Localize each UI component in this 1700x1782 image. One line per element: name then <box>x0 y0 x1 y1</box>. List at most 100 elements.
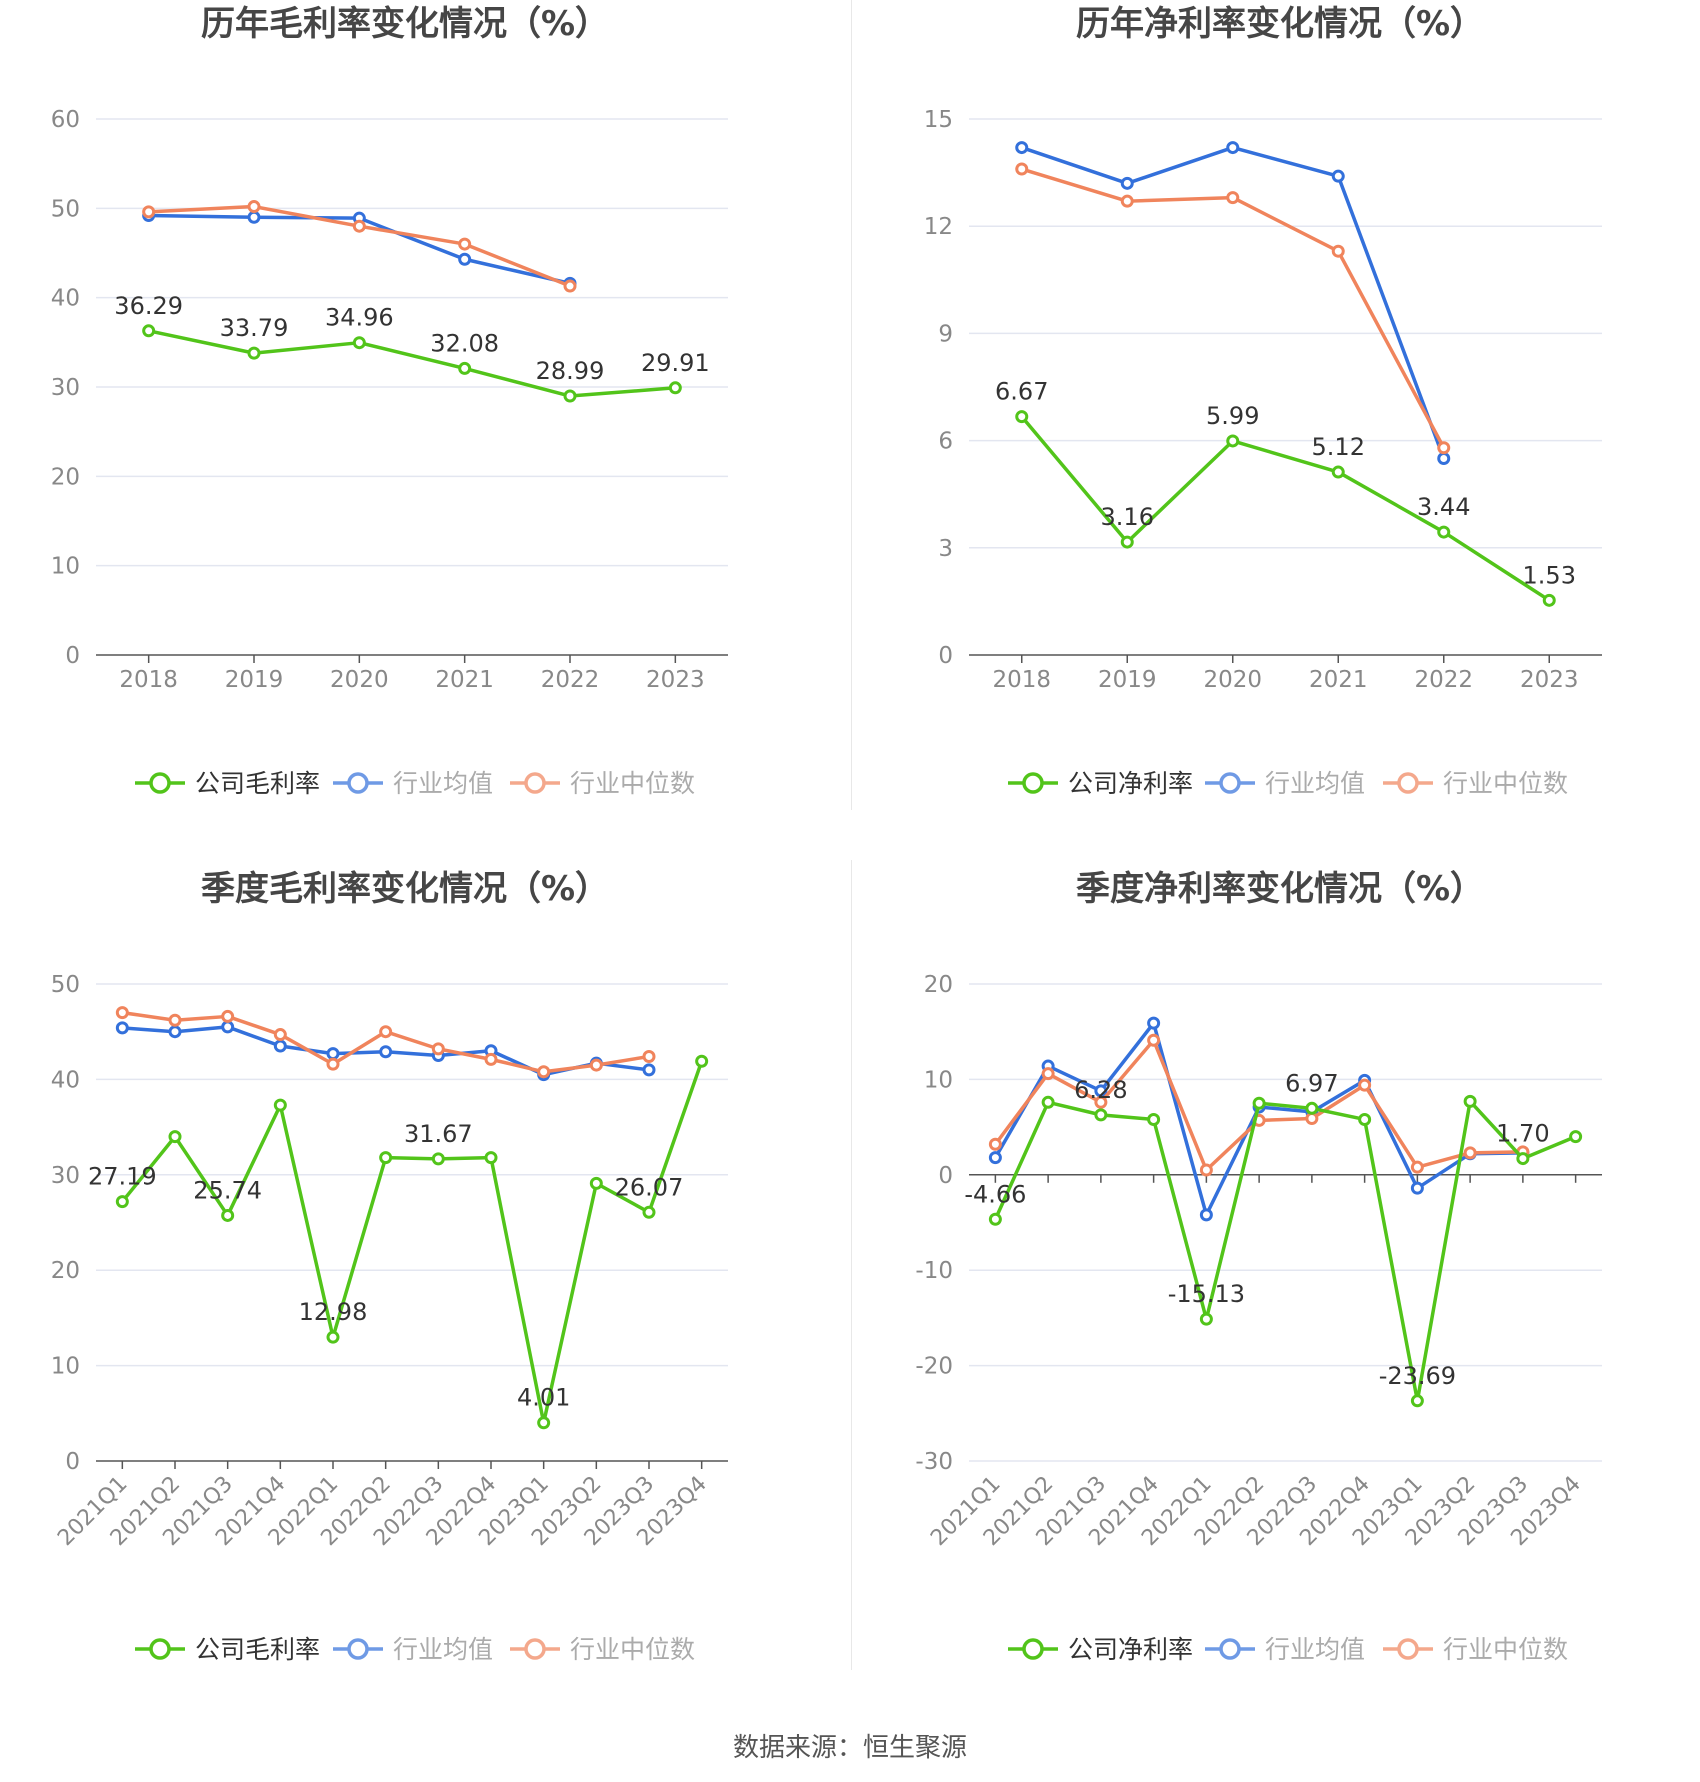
data-point-avg[interactable] <box>1147 1016 1161 1030</box>
data-point-company[interactable] <box>484 1151 498 1165</box>
data-point-company[interactable] <box>537 1416 551 1430</box>
data-point-avg[interactable] <box>1226 141 1240 155</box>
data-point-avg[interactable] <box>247 210 261 224</box>
legend-item-company[interactable]: 公司毛利率 <box>135 769 320 798</box>
data-point-median[interactable] <box>1358 1078 1372 1092</box>
data-point-company[interactable] <box>431 1152 445 1166</box>
data-point-avg[interactable] <box>1410 1181 1424 1195</box>
data-point-company[interactable] <box>1147 1112 1161 1126</box>
data-point-company[interactable] <box>1094 1108 1108 1122</box>
data-point-company[interactable] <box>115 1195 129 1209</box>
data-point-avg[interactable] <box>1331 169 1345 183</box>
data-point-company[interactable] <box>563 389 577 403</box>
data-point-company[interactable] <box>1463 1094 1477 1108</box>
data-point-median[interactable] <box>1041 1067 1055 1081</box>
legend-item-avg[interactable]: 行业均值 <box>333 769 493 798</box>
data-point-company[interactable] <box>642 1205 656 1219</box>
data-point-median[interactable] <box>1015 162 1029 176</box>
legend-marker <box>1397 772 1419 794</box>
legend-item-avg[interactable]: 行业均值 <box>1205 1635 1365 1664</box>
data-point-company[interactable] <box>589 1176 603 1190</box>
data-point-median[interactable] <box>1094 1095 1108 1109</box>
data-point-company[interactable] <box>1226 434 1240 448</box>
data-point-avg[interactable] <box>168 1025 182 1039</box>
data-point-company[interactable] <box>1305 1101 1319 1115</box>
data-point-median[interactable] <box>1199 1163 1213 1177</box>
data-point-median[interactable] <box>431 1042 445 1056</box>
data-point-company[interactable] <box>1120 535 1134 549</box>
data-point-company[interactable] <box>1516 1152 1530 1166</box>
data-point-median[interactable] <box>247 200 261 214</box>
data-point-company[interactable] <box>379 1151 393 1165</box>
data-point-median[interactable] <box>1410 1160 1424 1174</box>
data-point-company[interactable] <box>326 1330 340 1344</box>
data-point-median[interactable] <box>326 1057 340 1071</box>
data-point-company[interactable] <box>221 1208 235 1222</box>
data-point-avg[interactable] <box>1199 1208 1213 1222</box>
data-point-median[interactable] <box>458 237 472 251</box>
data-point-avg[interactable] <box>1015 141 1029 155</box>
data-point-company[interactable] <box>352 336 366 350</box>
data-point-avg[interactable] <box>988 1151 1002 1165</box>
data-point-median[interactable] <box>1463 1146 1477 1160</box>
legend-item-median[interactable]: 行业中位数 <box>510 1635 695 1664</box>
data-point-avg[interactable] <box>458 252 472 266</box>
data-point-company[interactable] <box>988 1212 1002 1226</box>
data-point-median[interactable] <box>563 279 577 293</box>
y-tick-label: 10 <box>51 554 80 580</box>
legend-item-median[interactable]: 行业中位数 <box>510 769 695 798</box>
data-point-avg[interactable] <box>379 1045 393 1059</box>
data-point-median[interactable] <box>484 1052 498 1066</box>
data-point-company[interactable] <box>1199 1312 1213 1326</box>
data-point-company[interactable] <box>273 1098 287 1112</box>
data-point-company[interactable] <box>1569 1130 1583 1144</box>
data-point-company[interactable] <box>1331 465 1345 479</box>
data-point-median[interactable] <box>1147 1033 1161 1047</box>
data-point-median[interactable] <box>352 219 366 233</box>
data-point-median[interactable] <box>273 1028 287 1042</box>
data-point-median[interactable] <box>642 1050 656 1064</box>
legend-item-company[interactable]: 公司毛利率 <box>135 1635 320 1664</box>
data-point-median[interactable] <box>537 1065 551 1079</box>
data-point-company[interactable] <box>142 324 156 338</box>
data-point-median[interactable] <box>1331 244 1345 258</box>
data-point-company[interactable] <box>1041 1095 1055 1109</box>
data-point-company[interactable] <box>168 1130 182 1144</box>
data-point-median[interactable] <box>115 1006 129 1020</box>
legend-item-median[interactable]: 行业中位数 <box>1383 1635 1568 1664</box>
data-point-company[interactable] <box>247 346 261 360</box>
data-point-company[interactable] <box>668 381 682 395</box>
data-point-avg[interactable] <box>221 1020 235 1034</box>
data-point-avg[interactable] <box>326 1047 340 1061</box>
data-point-median[interactable] <box>168 1013 182 1027</box>
data-point-median[interactable] <box>379 1025 393 1039</box>
data-point-avg[interactable] <box>642 1063 656 1077</box>
data-point-company[interactable] <box>458 361 472 375</box>
data-point-median[interactable] <box>142 205 156 219</box>
data-point-avg[interactable] <box>115 1021 129 1035</box>
data-point-company[interactable] <box>1437 525 1451 539</box>
data-point-median[interactable] <box>589 1058 603 1072</box>
data-point-median[interactable] <box>1305 1112 1319 1126</box>
data-point-company[interactable] <box>1252 1096 1266 1110</box>
data-label: 5.99 <box>1206 402 1259 430</box>
data-point-company[interactable] <box>695 1054 709 1068</box>
data-point-avg[interactable] <box>273 1039 287 1053</box>
data-point-avg[interactable] <box>1437 451 1451 465</box>
data-point-avg[interactable] <box>1120 176 1134 190</box>
data-point-median[interactable] <box>221 1009 235 1023</box>
data-point-company[interactable] <box>1015 410 1029 424</box>
data-point-median[interactable] <box>988 1137 1002 1151</box>
data-point-median[interactable] <box>1120 194 1134 208</box>
data-point-median[interactable] <box>1226 191 1240 205</box>
legend-item-avg[interactable]: 行业均值 <box>1205 769 1365 798</box>
y-tick-label: 40 <box>51 286 80 312</box>
legend-item-company[interactable]: 公司净利率 <box>1008 769 1193 798</box>
data-point-company[interactable] <box>1410 1394 1424 1408</box>
data-point-median[interactable] <box>1437 441 1451 455</box>
data-point-company[interactable] <box>1542 593 1556 607</box>
legend-item-median[interactable]: 行业中位数 <box>1383 769 1568 798</box>
legend-item-company[interactable]: 公司净利率 <box>1008 1635 1193 1664</box>
data-point-company[interactable] <box>1358 1112 1372 1126</box>
legend-item-avg[interactable]: 行业均值 <box>333 1635 493 1664</box>
